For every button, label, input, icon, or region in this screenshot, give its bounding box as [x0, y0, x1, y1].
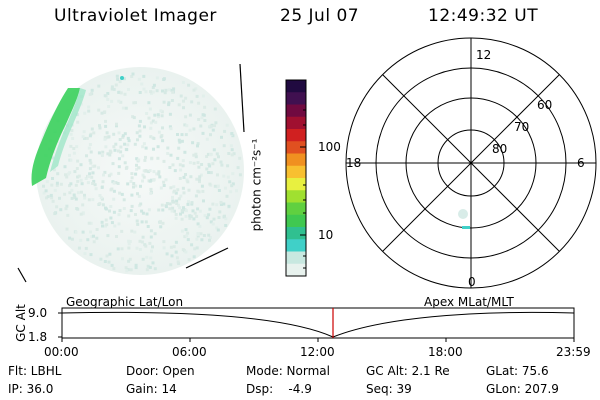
colorbar-segment	[286, 239, 306, 252]
timeline-x-tick-0600: 06:00	[172, 345, 207, 359]
colorbar-segment	[286, 92, 306, 105]
info-glon: GLon: 207.9	[486, 382, 559, 396]
mlt-label-0: 0	[468, 275, 476, 289]
colorbar-segment	[286, 178, 306, 191]
info-door: Door: Open	[126, 364, 195, 378]
mlt-label-6: 6	[577, 156, 585, 170]
colorbar-segment	[286, 251, 306, 265]
colorbar-segment	[286, 190, 306, 203]
timeline-panel	[58, 307, 575, 342]
timeline-x-tick-0000: 00:00	[44, 345, 79, 359]
info-gc-alt: GC Alt: 2.1 Re	[366, 364, 450, 378]
info-seq: Seq: 39	[366, 382, 412, 396]
date-label: 25 Jul 07	[280, 6, 360, 26]
colorbar-segment	[286, 141, 306, 154]
timeline-y-label: GC Alt	[13, 304, 28, 342]
polar-aurora-spot	[458, 209, 470, 229]
auroral-oval-band	[31, 88, 80, 186]
colorbar-segment	[286, 263, 306, 277]
uv-earth-image	[17, 63, 245, 283]
mlt-label-12: 12	[476, 48, 492, 62]
instrument-title: Ultraviolet Imager	[54, 6, 217, 26]
colorbar-segment	[286, 80, 306, 93]
timeline-left-title: Geographic Lat/Lon	[66, 295, 184, 309]
altitude-curve	[61, 311, 575, 338]
colorbar-segment	[286, 116, 306, 130]
colorbar-segment	[286, 153, 306, 167]
info-dsp: Dsp: -4.9	[246, 382, 312, 396]
info-mode: Mode: Normal	[246, 364, 330, 378]
colorbar-unit-label: photon cm⁻²s⁻¹	[249, 138, 264, 232]
colorbar-segment	[286, 165, 306, 179]
polar-grid	[345, 37, 597, 289]
timeline-right-title: Apex MLat/MLT	[424, 295, 514, 309]
info-ip: IP: 36.0	[8, 382, 54, 396]
timeline-x-tick-2359: 23:59	[556, 345, 591, 359]
colorbar	[285, 79, 307, 277]
timeline-y-tick-top: 9.0	[28, 306, 48, 320]
colorbar-segment	[286, 227, 306, 240]
colorbar-segment	[286, 104, 306, 118]
colorbar-ticks	[300, 109, 306, 269]
colorbar-segment	[286, 129, 306, 142]
colorbar-tick-100: 100	[318, 140, 341, 154]
timeline-x-tick-1800: 18:00	[428, 345, 463, 359]
lat-label-60: 60	[537, 98, 553, 112]
colorbar-tick-10: 10	[318, 228, 334, 242]
info-glat: GLat: 75.6	[486, 364, 549, 378]
timeline-y-tick-bottom: 1.8	[28, 330, 48, 344]
time-label: 12:49:32 UT	[428, 6, 539, 26]
colorbar-segment	[286, 202, 306, 216]
info-filter: Flt: LBHL	[8, 364, 62, 378]
colorbar-segment	[286, 214, 306, 228]
lat-label-70: 70	[514, 120, 530, 134]
mlt-label-18: 18	[346, 156, 362, 170]
timeline-x-tick-1200: 12:00	[300, 345, 335, 359]
lat-label-80: 80	[492, 142, 508, 156]
info-gain: Gain: 14	[126, 382, 177, 396]
